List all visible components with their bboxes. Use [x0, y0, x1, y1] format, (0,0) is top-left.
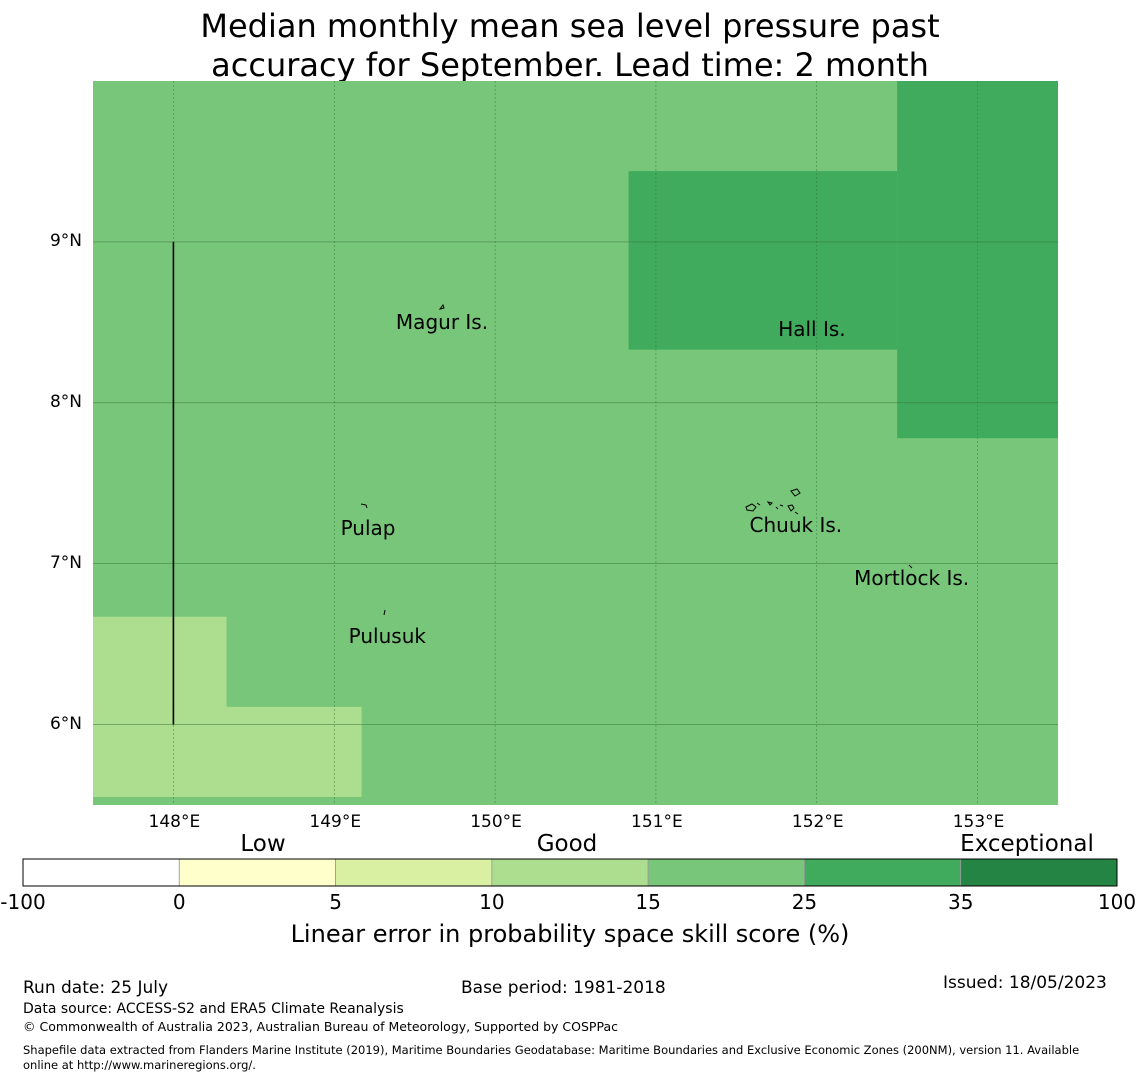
colorbar-frame [22, 858, 1118, 887]
colorbar-tick-label: 100 [1097, 890, 1137, 914]
latitude-label: 9°N [49, 230, 82, 251]
place-label: Magur Is. [395, 310, 489, 335]
pulusuk-island-outline [383, 609, 386, 616]
category-label-exceptional: Exceptional [960, 831, 1094, 857]
colorbar-segment [491, 858, 649, 887]
chuuk-lagoon-outline [745, 488, 801, 515]
shapefile-credit-line-2: online at http://www.marineregions.org/. [23, 1058, 256, 1072]
longitude-label: 149°E [309, 812, 362, 832]
place-label: Chuuk Is. [749, 513, 843, 538]
longitude-label: 152°E [791, 812, 844, 832]
colorbar [22, 858, 1118, 887]
latitude-label: 6°N [49, 713, 82, 734]
colorbar-segment [804, 858, 962, 887]
colorbar-segment [335, 858, 493, 887]
colorbar-tick-label: 35 [947, 890, 974, 914]
magur-island-outline [438, 303, 445, 310]
chart-title-line-2: accuracy for September. Lead time: 2 mon… [211, 46, 929, 84]
place-label: Pulusuk [348, 624, 426, 649]
longitude-label: 148°E [148, 812, 201, 832]
mortlock-island-outline [908, 564, 913, 569]
colorbar-segment [960, 858, 1118, 887]
colorbar-tick-label: 5 [329, 890, 342, 914]
category-label-good: Good [536, 831, 598, 857]
longitude-label: 150°E [470, 812, 522, 832]
shapefile-credit-line-1: Shapefile data extracted from Flanders M… [23, 1043, 1080, 1057]
latitude-label: 7°N [49, 552, 82, 573]
run-date: Run date: 25 July [23, 978, 169, 998]
skill-regions [93, 81, 1058, 805]
colorbar-segment [178, 858, 336, 887]
latitude-label: 8°N [49, 391, 82, 412]
place-label: Hall Is. [778, 316, 846, 341]
base-period: Base period: 1981-2018 [461, 978, 666, 998]
colorbar-tick-label: -100 [0, 890, 46, 914]
colorbar-title: Linear error in probability space skill … [290, 920, 850, 948]
skill-region-2 [93, 706, 362, 797]
place-label: Pulap [340, 516, 396, 541]
longitude-label: 153°E [952, 812, 1005, 832]
colorbar-segment [22, 858, 180, 887]
graticule [93, 81, 1058, 805]
island-outlines [360, 303, 913, 616]
colorbar-tick-label: 15 [635, 890, 661, 914]
place-label: Mortlock Is. [854, 566, 970, 591]
skill-region-3 [628, 171, 898, 350]
longitude-label: 151°E [631, 812, 683, 832]
colorbar-segment [647, 858, 805, 887]
data-source: Data source: ACCESS-S2 and ERA5 Climate … [23, 1001, 404, 1017]
colorbar-tick-label: 25 [791, 890, 818, 914]
colorbar-tick-label: 10 [479, 890, 505, 914]
pulap-island-outline [360, 503, 368, 509]
category-label-low: Low [240, 831, 286, 857]
issued-date: Issued: 18/05/2023 [943, 973, 1107, 993]
chart-title-line-1: Median monthly mean sea level pressure p… [200, 7, 940, 45]
colorbar-tick-label: 0 [172, 890, 186, 914]
copyright-notice: © Commonwealth of Australia 2023, Austra… [23, 1019, 618, 1034]
